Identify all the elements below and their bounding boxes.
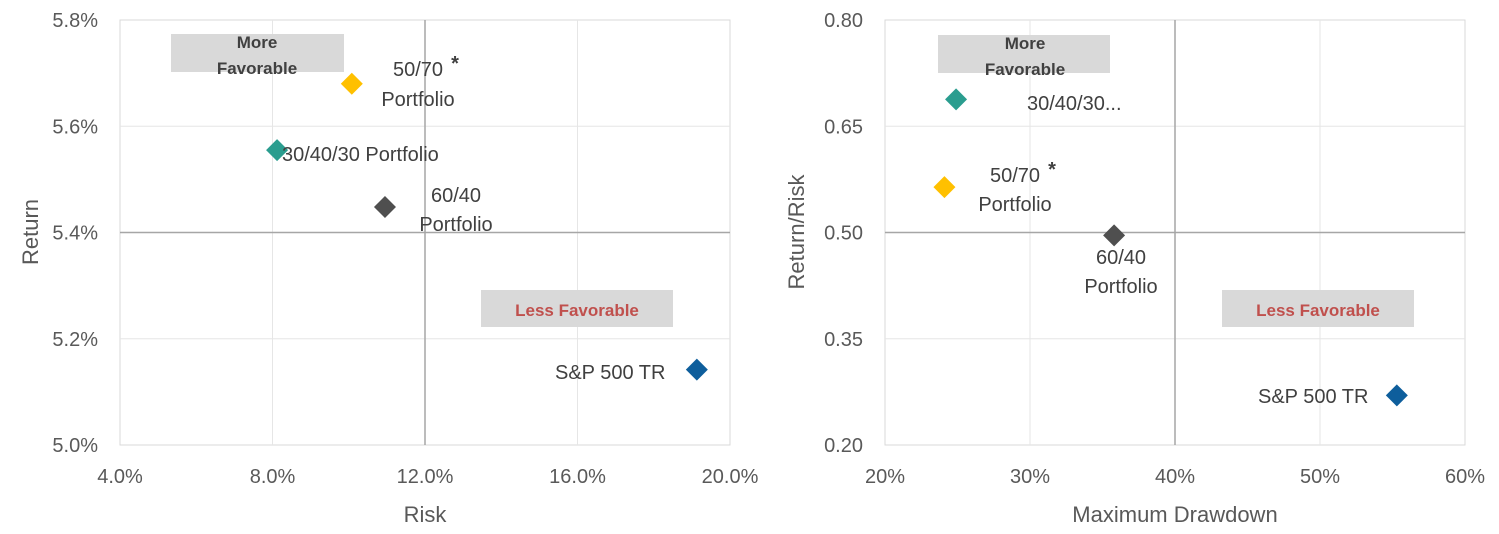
data-point-label: Portfolio xyxy=(978,194,1051,216)
more-favorable-label: Favorable xyxy=(985,60,1065,79)
y-tick-label: 5.6% xyxy=(52,116,98,138)
data-point-marker xyxy=(266,139,289,162)
data-point-label: 30/40/30 Portfolio xyxy=(282,144,439,166)
y-axis-title: Return xyxy=(18,199,43,265)
data-point-label: 30/40/30... xyxy=(1027,93,1122,115)
data-point-marker xyxy=(1385,384,1408,407)
x-tick-label: 12.0% xyxy=(397,466,454,488)
data-point-label: 50/70 xyxy=(393,59,443,81)
less-favorable-label: Less Favorable xyxy=(1256,301,1380,320)
asterisk-marker: * xyxy=(1048,159,1056,181)
y-tick-label: 0.20 xyxy=(824,435,863,457)
less-favorable-box xyxy=(1222,290,1414,327)
x-tick-label: 30% xyxy=(1010,466,1050,488)
x-tick-label: 20.0% xyxy=(702,466,759,488)
y-tick-label: 0.80 xyxy=(824,10,863,32)
y-tick-label: 0.65 xyxy=(824,116,863,138)
y-tick-label: 5.0% xyxy=(52,435,98,457)
data-point-marker xyxy=(933,176,956,199)
data-point-label: Portfolio xyxy=(1084,276,1157,298)
less-favorable-box xyxy=(481,290,673,327)
data-point-marker xyxy=(373,196,396,218)
data-point-marker xyxy=(685,358,708,381)
data-point-marker xyxy=(945,88,968,111)
chart-panel-1: 4.0% 8.0% 12.0% 16.0% 20.0% 5.0% 5.2% 5.4% 5.6% 5… xyxy=(18,10,759,527)
y-tick-label: 5.8% xyxy=(52,10,98,32)
x-tick-label: 50% xyxy=(1300,466,1340,488)
x-tick-label: 4.0% xyxy=(97,466,143,488)
more-favorable-box xyxy=(938,35,1110,73)
y-tick-label: 0.35 xyxy=(824,329,863,351)
data-point-label: S&P 500 TR xyxy=(1258,386,1368,408)
x-tick-label: 8.0% xyxy=(250,466,296,488)
y-axis-title: Return/Risk xyxy=(784,174,809,290)
data-point-label: Portfolio xyxy=(381,89,454,111)
asterisk-marker: * xyxy=(451,53,459,75)
chart-panel-2: 20% 30% 40% 50% 60% 0.20 0.35 0.50 0.65 0.80 Maxim… xyxy=(784,10,1485,527)
data-point-marker xyxy=(1103,224,1126,247)
y-tick-label: 5.2% xyxy=(52,329,98,351)
x-axis-title: Risk xyxy=(404,502,448,527)
data-point-label: Portfolio xyxy=(419,214,492,236)
x-tick-label: 60% xyxy=(1445,466,1485,488)
x-tick-label: 16.0% xyxy=(549,466,606,488)
data-point-label: 60/40 xyxy=(431,185,481,207)
data-point-label: S&P 500 TR xyxy=(555,362,665,384)
more-favorable-label: Favorable xyxy=(217,59,297,78)
x-tick-label: 20% xyxy=(865,466,905,488)
more-favorable-label: More xyxy=(237,33,278,52)
more-favorable-box xyxy=(171,34,344,72)
x-tick-label: 40% xyxy=(1155,466,1195,488)
data-point-label: 50/70 xyxy=(990,165,1040,187)
less-favorable-label: Less Favorable xyxy=(515,301,639,320)
y-tick-label: 5.4% xyxy=(52,223,98,245)
more-favorable-label: More xyxy=(1005,34,1046,53)
x-axis-title: Maximum Drawdown xyxy=(1072,502,1277,527)
data-point-label: 60/40 xyxy=(1096,247,1146,269)
y-tick-label: 0.50 xyxy=(824,223,863,245)
data-point-marker xyxy=(340,72,363,95)
